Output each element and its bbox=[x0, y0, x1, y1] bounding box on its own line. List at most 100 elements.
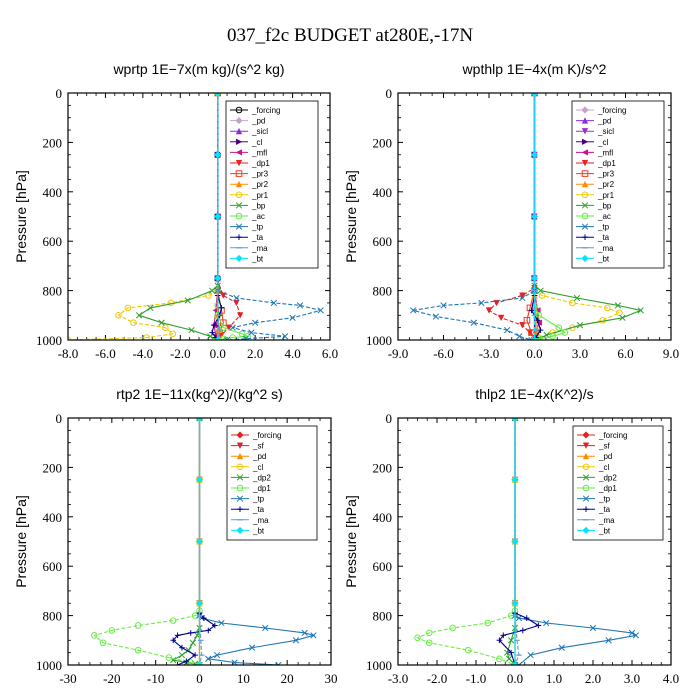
panel-1-series-bt-point bbox=[214, 93, 222, 97]
panel-1-legend-pr3-label: _pr3 bbox=[251, 170, 269, 179]
panel-1-series-tp-point bbox=[242, 335, 249, 340]
panel-2-legend-bp-marker bbox=[581, 202, 589, 209]
panel-2-legend-ta-marker bbox=[582, 234, 588, 240]
panel-2-legend-forcing-marker bbox=[581, 106, 589, 114]
panel-2: wpthlp 1E−4x(m K)/s^2 Pressure [hPa] -9.0 -… bbox=[343, 61, 679, 361]
panel-1-xtick-label: 6.0 bbox=[322, 346, 338, 361]
panel-2-series-tp-point bbox=[432, 313, 440, 320]
panel-4-legend bbox=[572, 425, 664, 541]
panel-3-series-ta-point bbox=[212, 622, 218, 629]
panel-2-legend-pr3-marker bbox=[581, 170, 589, 177]
panel-4-legend-forcing-marker bbox=[582, 431, 590, 439]
panel-1-legend-ma-label: _ma bbox=[251, 244, 268, 253]
panel-1-xtick-label: 0.0 bbox=[210, 346, 226, 361]
panel-4-series-dp1-point bbox=[449, 624, 456, 632]
panel-2-series-tp-point bbox=[531, 93, 538, 97]
panel-4-ytick-label: 800 bbox=[373, 609, 393, 624]
panel-1-series-ta-line bbox=[211, 93, 223, 340]
panel-2-series-ac-point bbox=[555, 324, 563, 331]
panel-2-legend-sicl-marker bbox=[581, 128, 589, 135]
panel-3-series-dp1-point bbox=[134, 646, 142, 654]
panel-1-series-bp-point bbox=[184, 297, 191, 304]
panel-1-xtick-label: -2.0 bbox=[170, 346, 191, 361]
panel-3-series-dp2-point bbox=[189, 639, 197, 646]
panel-1-xtick-label: 4.0 bbox=[284, 346, 300, 361]
panel-3-legend-pd-label: _pd bbox=[252, 452, 266, 461]
panel-4-series-tp-point bbox=[543, 619, 550, 627]
panel-2-ylabel: Pressure [hPa] bbox=[343, 170, 359, 263]
panel-3-series-tp-point bbox=[248, 644, 256, 651]
panel-2-series-tp-point bbox=[519, 294, 526, 302]
panel-4-series-tp-point bbox=[527, 651, 534, 659]
panel-2-series-pr3-point bbox=[528, 329, 535, 336]
panel-3-legend-bt-label: _bt bbox=[252, 526, 265, 535]
panel-2-series-bp-point bbox=[537, 287, 544, 294]
panel-3-series-tp-point bbox=[218, 619, 225, 627]
panel-2-series-dp1-point bbox=[519, 322, 526, 329]
panel-1-series-pr1-point bbox=[115, 312, 122, 319]
panel-1-series-dp1-point bbox=[236, 312, 244, 319]
panel-2-series-pr3-point bbox=[523, 316, 531, 324]
panel-1-series-bp-point bbox=[188, 326, 195, 334]
panel-3-series-tp-point bbox=[275, 661, 282, 665]
panel-2-series-dp1-point bbox=[485, 307, 493, 314]
panel-1-legend-tp-label: _tp bbox=[251, 223, 264, 232]
panel-3-legend-tp-marker bbox=[236, 495, 244, 502]
panel-2-legend-pr1-marker bbox=[581, 191, 589, 199]
panel-1-legend-pd-marker bbox=[235, 116, 243, 125]
panel-3-legend bbox=[226, 425, 318, 541]
panel-1-series-bp-point bbox=[208, 287, 216, 294]
panel-3-legend-cl-marker bbox=[236, 463, 244, 471]
panel-2-series-pr1-point bbox=[604, 304, 611, 312]
panel-4-ytick-label: 600 bbox=[373, 559, 393, 574]
panel-4-series-dp1-point bbox=[496, 655, 503, 663]
panel-2-series-bp-point bbox=[576, 322, 584, 329]
panel-4-plot-border bbox=[397, 417, 672, 666]
panel-3-series-tp-point bbox=[213, 651, 221, 659]
panel-2-xtick-label: -3.0 bbox=[479, 346, 500, 361]
panel-3-series-ta-point bbox=[201, 615, 207, 621]
panel-4-series-dp1-point bbox=[425, 639, 433, 647]
panel-4-xtick-label: -2.0 bbox=[427, 671, 448, 686]
panel-2-legend-ac-marker bbox=[581, 212, 589, 220]
panel-4-series-dp1-point bbox=[425, 629, 433, 637]
panel-1-legend-bp-label: _bp bbox=[251, 201, 266, 210]
panel-4-series-dp1-point bbox=[464, 646, 472, 654]
panel-2-series-tp-line bbox=[413, 93, 536, 340]
panel-1-legend-pr3-marker bbox=[235, 170, 243, 177]
panel-1-series-ta-point bbox=[209, 329, 215, 336]
panel-4-legend-bt-label: _bt bbox=[598, 526, 611, 535]
panel-2-series-dp1-point bbox=[497, 314, 505, 322]
panel-3-title: rtp2 1E−11x(kg^2)/(kg^2 s) bbox=[116, 386, 283, 402]
panel-1-series-dp1-point bbox=[225, 324, 233, 332]
panel-1-ytick-label: 0 bbox=[56, 86, 63, 101]
panel-1-series-bp-point bbox=[147, 304, 154, 312]
panel-4-series-bt-point bbox=[511, 537, 519, 546]
panel-4-series-tp-point bbox=[628, 629, 636, 637]
panel-3-series-dp1-point bbox=[169, 617, 177, 624]
panel-2-series-bt-point bbox=[530, 212, 539, 221]
panel-3-legend-sf-marker bbox=[236, 442, 244, 449]
panel-1-plot-border bbox=[67, 92, 331, 341]
panel-3-legend-ma-label: _ma bbox=[252, 516, 269, 525]
panel-3-legend-bt-marker bbox=[236, 526, 244, 535]
panel-2-series-pr1-point bbox=[569, 299, 576, 307]
panel-4-title: thlp2 1E−4x(K^2)/s bbox=[475, 386, 593, 402]
panel-3-series-ta-point bbox=[174, 662, 181, 665]
panel-2-legend-pr3-label: _pr3 bbox=[597, 170, 615, 179]
figure-title: 037_f2c BUDGET at280E,-17N bbox=[227, 25, 473, 46]
panel-4-series-tp-point bbox=[632, 632, 640, 639]
panel-1-legend-pr1-label: _pr1 bbox=[251, 191, 269, 200]
panel-4-series-tp-point bbox=[515, 661, 523, 665]
panel-2-legend-pr2-label: _pr2 bbox=[597, 180, 615, 189]
panel-2-ytick-label: 400 bbox=[373, 185, 393, 200]
panel-3-legend-tp-label: _tp bbox=[252, 495, 265, 504]
panel-4-xtick-label: 0.0 bbox=[507, 671, 523, 686]
panel-1-series-dp1-point bbox=[220, 292, 227, 299]
panel-3-series-bt-point bbox=[195, 476, 204, 484]
panel-4-series-dp1-point bbox=[414, 634, 421, 642]
panel-3-xtick-label: -30 bbox=[59, 671, 76, 686]
panel-1-series-ta-point bbox=[211, 322, 217, 328]
panel-3-series-bt-point bbox=[195, 537, 204, 546]
panel-4-series-ta-point bbox=[535, 622, 542, 629]
